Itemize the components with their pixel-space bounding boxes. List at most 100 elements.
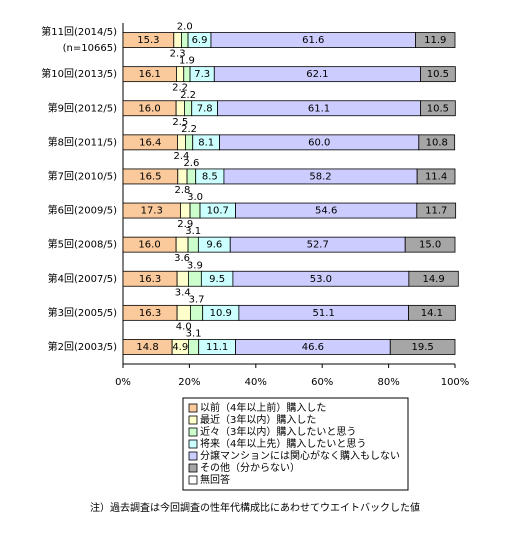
value-label: 3.1 — [185, 226, 201, 237]
value-label: 2.9 — [177, 219, 193, 230]
value-label: 4.0 — [176, 321, 192, 332]
bar-segment — [408, 304, 456, 321]
value-label: 52.7 — [307, 240, 329, 251]
value-label: 4.9 — [172, 342, 188, 353]
category-label: 第4回(2007/5) — [48, 272, 117, 285]
x-tick-label: 100% — [441, 377, 470, 388]
value-label: 60.0 — [308, 137, 330, 148]
value-label: 10.5 — [427, 103, 449, 114]
bar-segment — [187, 236, 199, 253]
bar-segment — [418, 134, 456, 151]
value-label: 15.3 — [137, 35, 159, 46]
category-label: 第10回(2013/5) — [41, 67, 117, 80]
x-tick-label: 0% — [115, 377, 131, 388]
value-label: 19.5 — [411, 342, 433, 353]
bar-segment — [175, 236, 189, 253]
bar-segment — [183, 66, 191, 83]
value-label: 9.5 — [209, 274, 225, 285]
value-label: 58.2 — [309, 171, 331, 182]
value-label: 16.3 — [139, 274, 161, 285]
legend-label: 分譲マンションには関心がなく購入もしない — [200, 449, 400, 462]
legend-swatch — [188, 475, 198, 485]
bar-segment — [188, 339, 200, 355]
value-label: 3.1 — [186, 328, 202, 339]
legend-swatch — [188, 439, 198, 449]
value-label: 10.9 — [210, 308, 232, 319]
bar-segment — [186, 168, 197, 185]
legend-label: 無回答 — [200, 473, 230, 486]
value-label: 2.5 — [172, 117, 188, 128]
value-label: 7.8 — [197, 103, 213, 114]
bar-segment — [176, 270, 189, 287]
legend-label: 以前（4年以上前）購入した — [200, 401, 326, 414]
bar-segment — [189, 202, 201, 219]
bar-segment — [173, 32, 182, 48]
value-label: 53.0 — [310, 274, 332, 285]
value-label: 14.9 — [422, 274, 444, 285]
legend-swatch — [188, 403, 198, 413]
value-label: 16.0 — [138, 240, 160, 251]
x-tick-label: 40% — [245, 377, 267, 388]
legend-label: 近々（3年以内）購入したいと思う — [200, 425, 356, 438]
legend-swatch — [188, 463, 198, 473]
bar-segment — [176, 304, 191, 321]
value-label: 1.9 — [179, 56, 195, 67]
category-note: (n=10665) — [63, 43, 117, 54]
bar-segment — [185, 134, 194, 151]
value-label: 16.0 — [138, 103, 160, 114]
value-label: 11.9 — [424, 35, 446, 46]
category-label: 第3回(2005/5) — [48, 306, 117, 319]
bar-segment — [416, 202, 457, 219]
value-label: 16.1 — [139, 69, 161, 80]
bar-segment — [184, 100, 193, 117]
x-tick-label: 20% — [178, 377, 200, 388]
value-label: 10.7 — [207, 206, 229, 217]
value-label: 2.3 — [170, 49, 186, 60]
value-label: 9.6 — [206, 240, 222, 251]
value-label: 14.8 — [136, 342, 158, 353]
value-label: 2.8 — [174, 185, 190, 196]
bar-segment — [177, 168, 188, 185]
bar-segment — [420, 100, 456, 117]
note: 注）過去調査は今回調査の性年代構成比にあわせてウエイトバックした値 — [90, 501, 420, 514]
value-label: 2.2 — [180, 90, 196, 101]
bar-segment — [181, 32, 189, 48]
value-label: 6.9 — [192, 35, 208, 46]
bar-segment — [175, 100, 185, 117]
legend-label: 将来（4年以上先）購入したいと思う — [200, 437, 366, 450]
value-label: 46.6 — [302, 342, 324, 353]
value-label: 51.1 — [313, 308, 335, 319]
value-label: 3.0 — [187, 192, 203, 203]
value-label: 8.1 — [198, 137, 214, 148]
legend-swatch — [188, 415, 198, 425]
value-label: 3.7 — [189, 294, 205, 305]
value-label: 61.6 — [302, 35, 324, 46]
value-label: 54.6 — [315, 206, 337, 217]
category-label: 第6回(2009/5) — [48, 204, 117, 217]
value-label: 15.0 — [419, 240, 441, 251]
value-label: 61.1 — [308, 103, 330, 114]
value-label: 10.5 — [427, 69, 449, 80]
value-label: 16.4 — [139, 137, 161, 148]
category-label: 第8回(2011/5) — [48, 135, 117, 148]
value-label: 11.1 — [206, 342, 228, 353]
x-tick-label: 80% — [377, 377, 399, 388]
value-label: 2.4 — [173, 151, 189, 162]
value-label: 2.6 — [183, 158, 199, 169]
bar-segment — [180, 202, 191, 219]
bar-segment — [404, 236, 456, 253]
bar-segment — [420, 66, 456, 83]
value-label: 2.0 — [177, 22, 193, 33]
category-label: 第9回(2012/5) — [48, 101, 117, 114]
legend-box — [182, 397, 409, 491]
value-label: 3.4 — [175, 287, 191, 298]
value-label: 17.3 — [141, 206, 163, 217]
legend-label: 最近（3年以内）購入した — [200, 413, 316, 426]
legend-label: その他（分からない） — [200, 461, 300, 474]
category-label: 第11回(2014/5) — [41, 25, 117, 38]
bar-segment — [177, 134, 186, 151]
value-label: 11.4 — [425, 171, 447, 182]
legend-swatch — [188, 451, 198, 461]
bar-segment — [189, 304, 204, 321]
